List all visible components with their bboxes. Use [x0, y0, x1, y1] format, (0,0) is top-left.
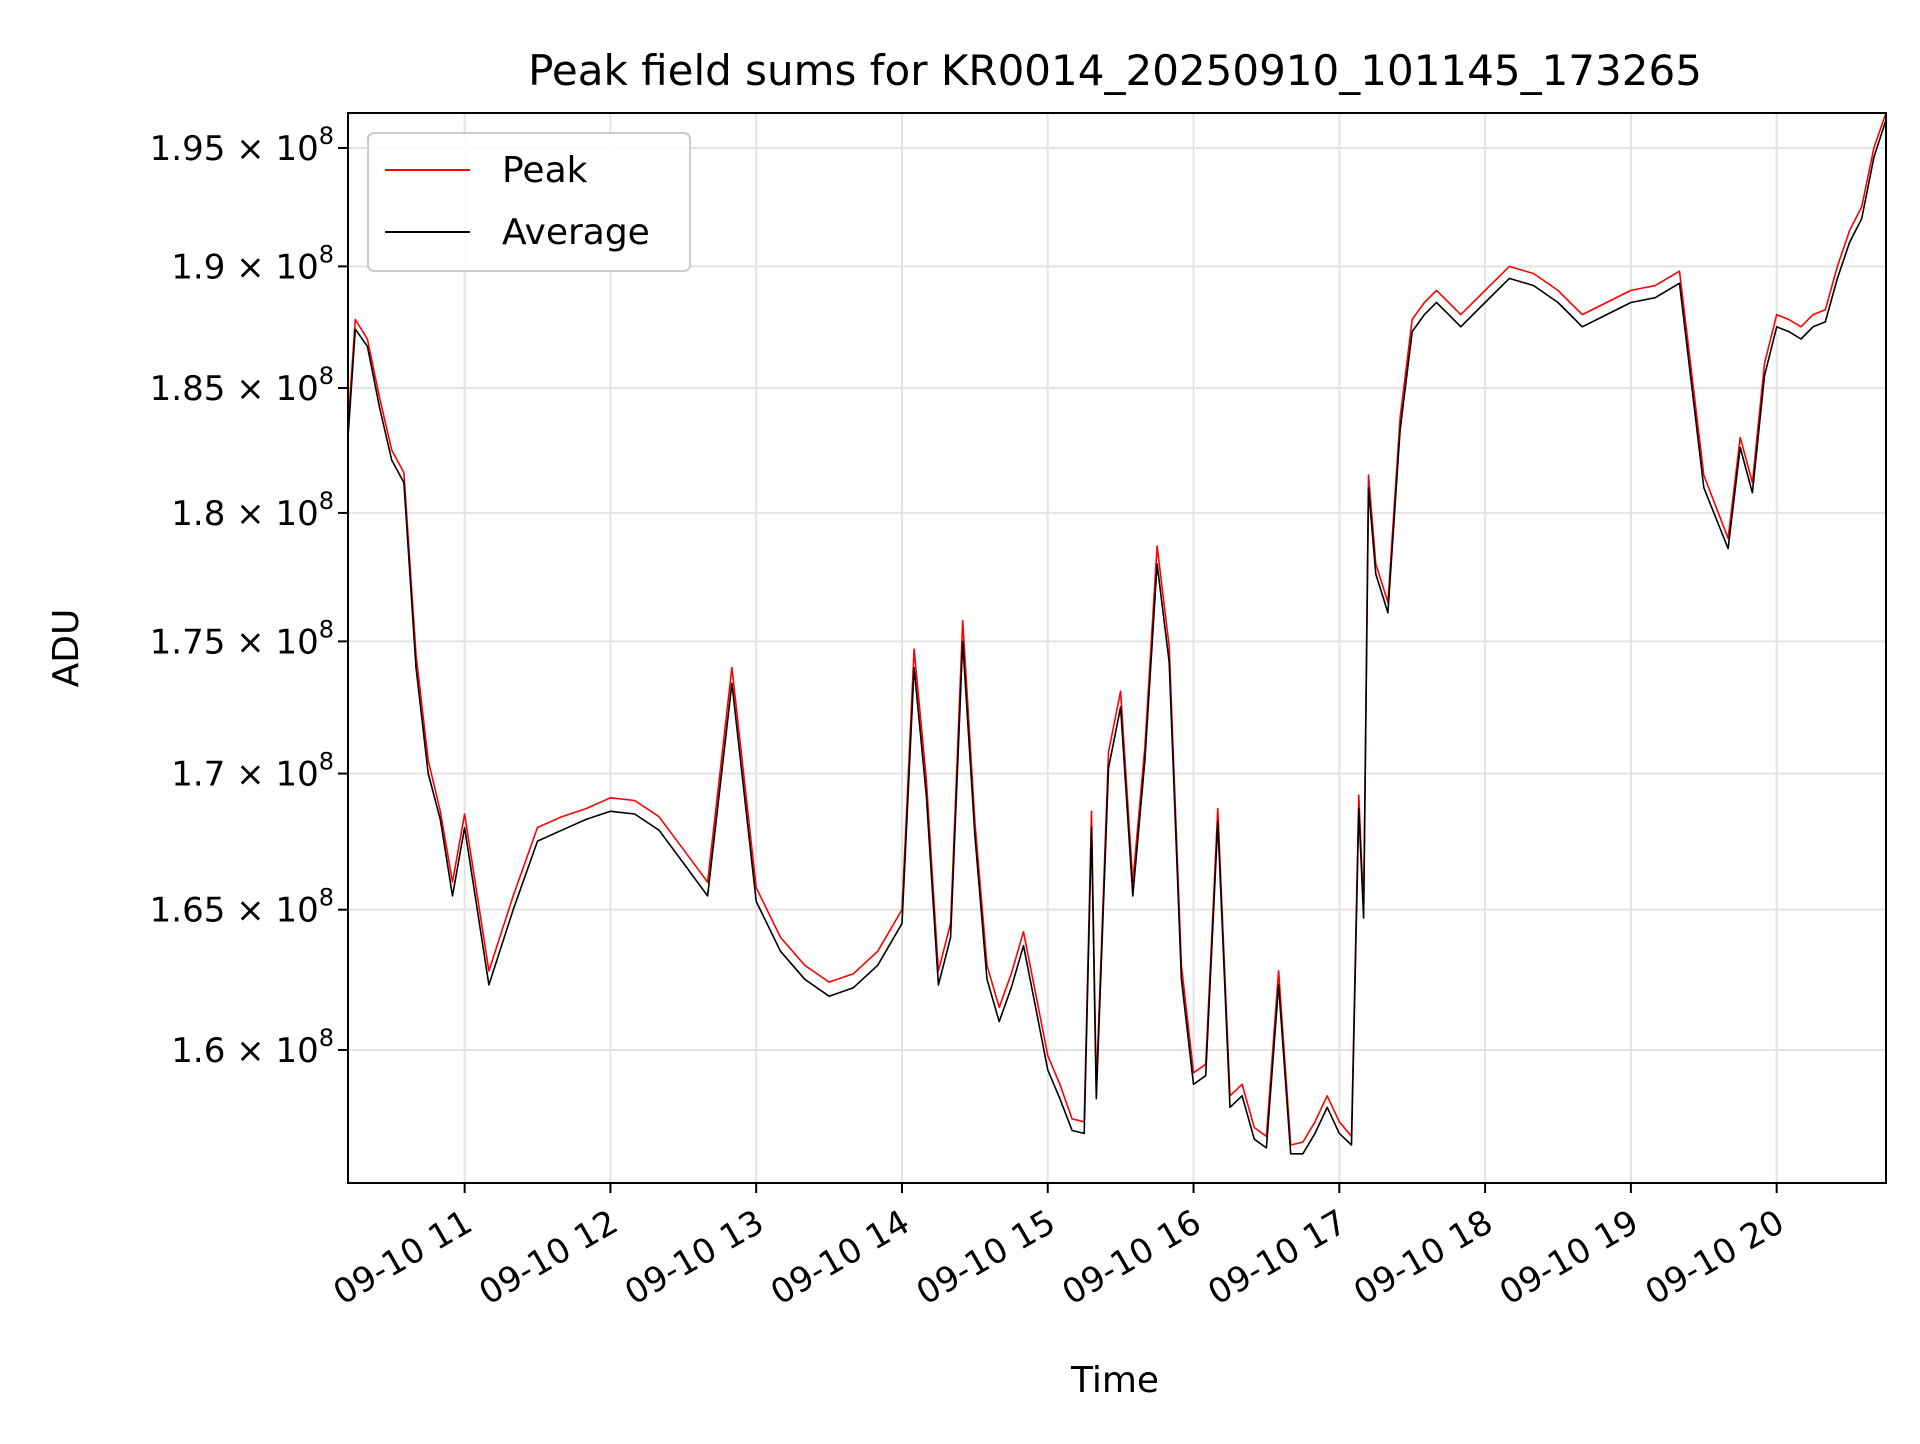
y-tick-label: 1.75 × 108: [150, 615, 334, 662]
y-tick-label: 1.65 × 108: [150, 884, 334, 931]
series-layer: [347, 112, 1887, 1155]
y-tick-label: 1.95 × 108: [150, 122, 334, 169]
x-axis-title: Time: [1070, 1360, 1159, 1401]
series-line-peak: [347, 112, 1887, 1146]
y-tick-label: 1.85 × 108: [150, 362, 334, 409]
y-tick-label: 1.8 × 108: [171, 487, 334, 534]
chart-title: Peak field sums for KR0014_20250910_1011…: [528, 46, 1702, 95]
y-axis-title: ADU: [46, 609, 87, 688]
legend-label-average: Average: [502, 212, 650, 253]
series-line-average: [347, 119, 1887, 1155]
plot-area-frame: [347, 112, 1887, 1184]
y-tick-label: 1.7 × 108: [171, 748, 334, 795]
y-axis: 1.6 × 108 1.65 × 108 1.7 × 108 1.75 × 108 1.…: [150, 122, 348, 1071]
legend: Peak Average: [367, 132, 691, 272]
y-tick-label: 1.9 × 108: [171, 240, 334, 287]
legend-label-peak: Peak: [502, 150, 588, 191]
y-tick-label: 1.6 × 108: [171, 1024, 334, 1071]
legend-box: [367, 132, 691, 272]
